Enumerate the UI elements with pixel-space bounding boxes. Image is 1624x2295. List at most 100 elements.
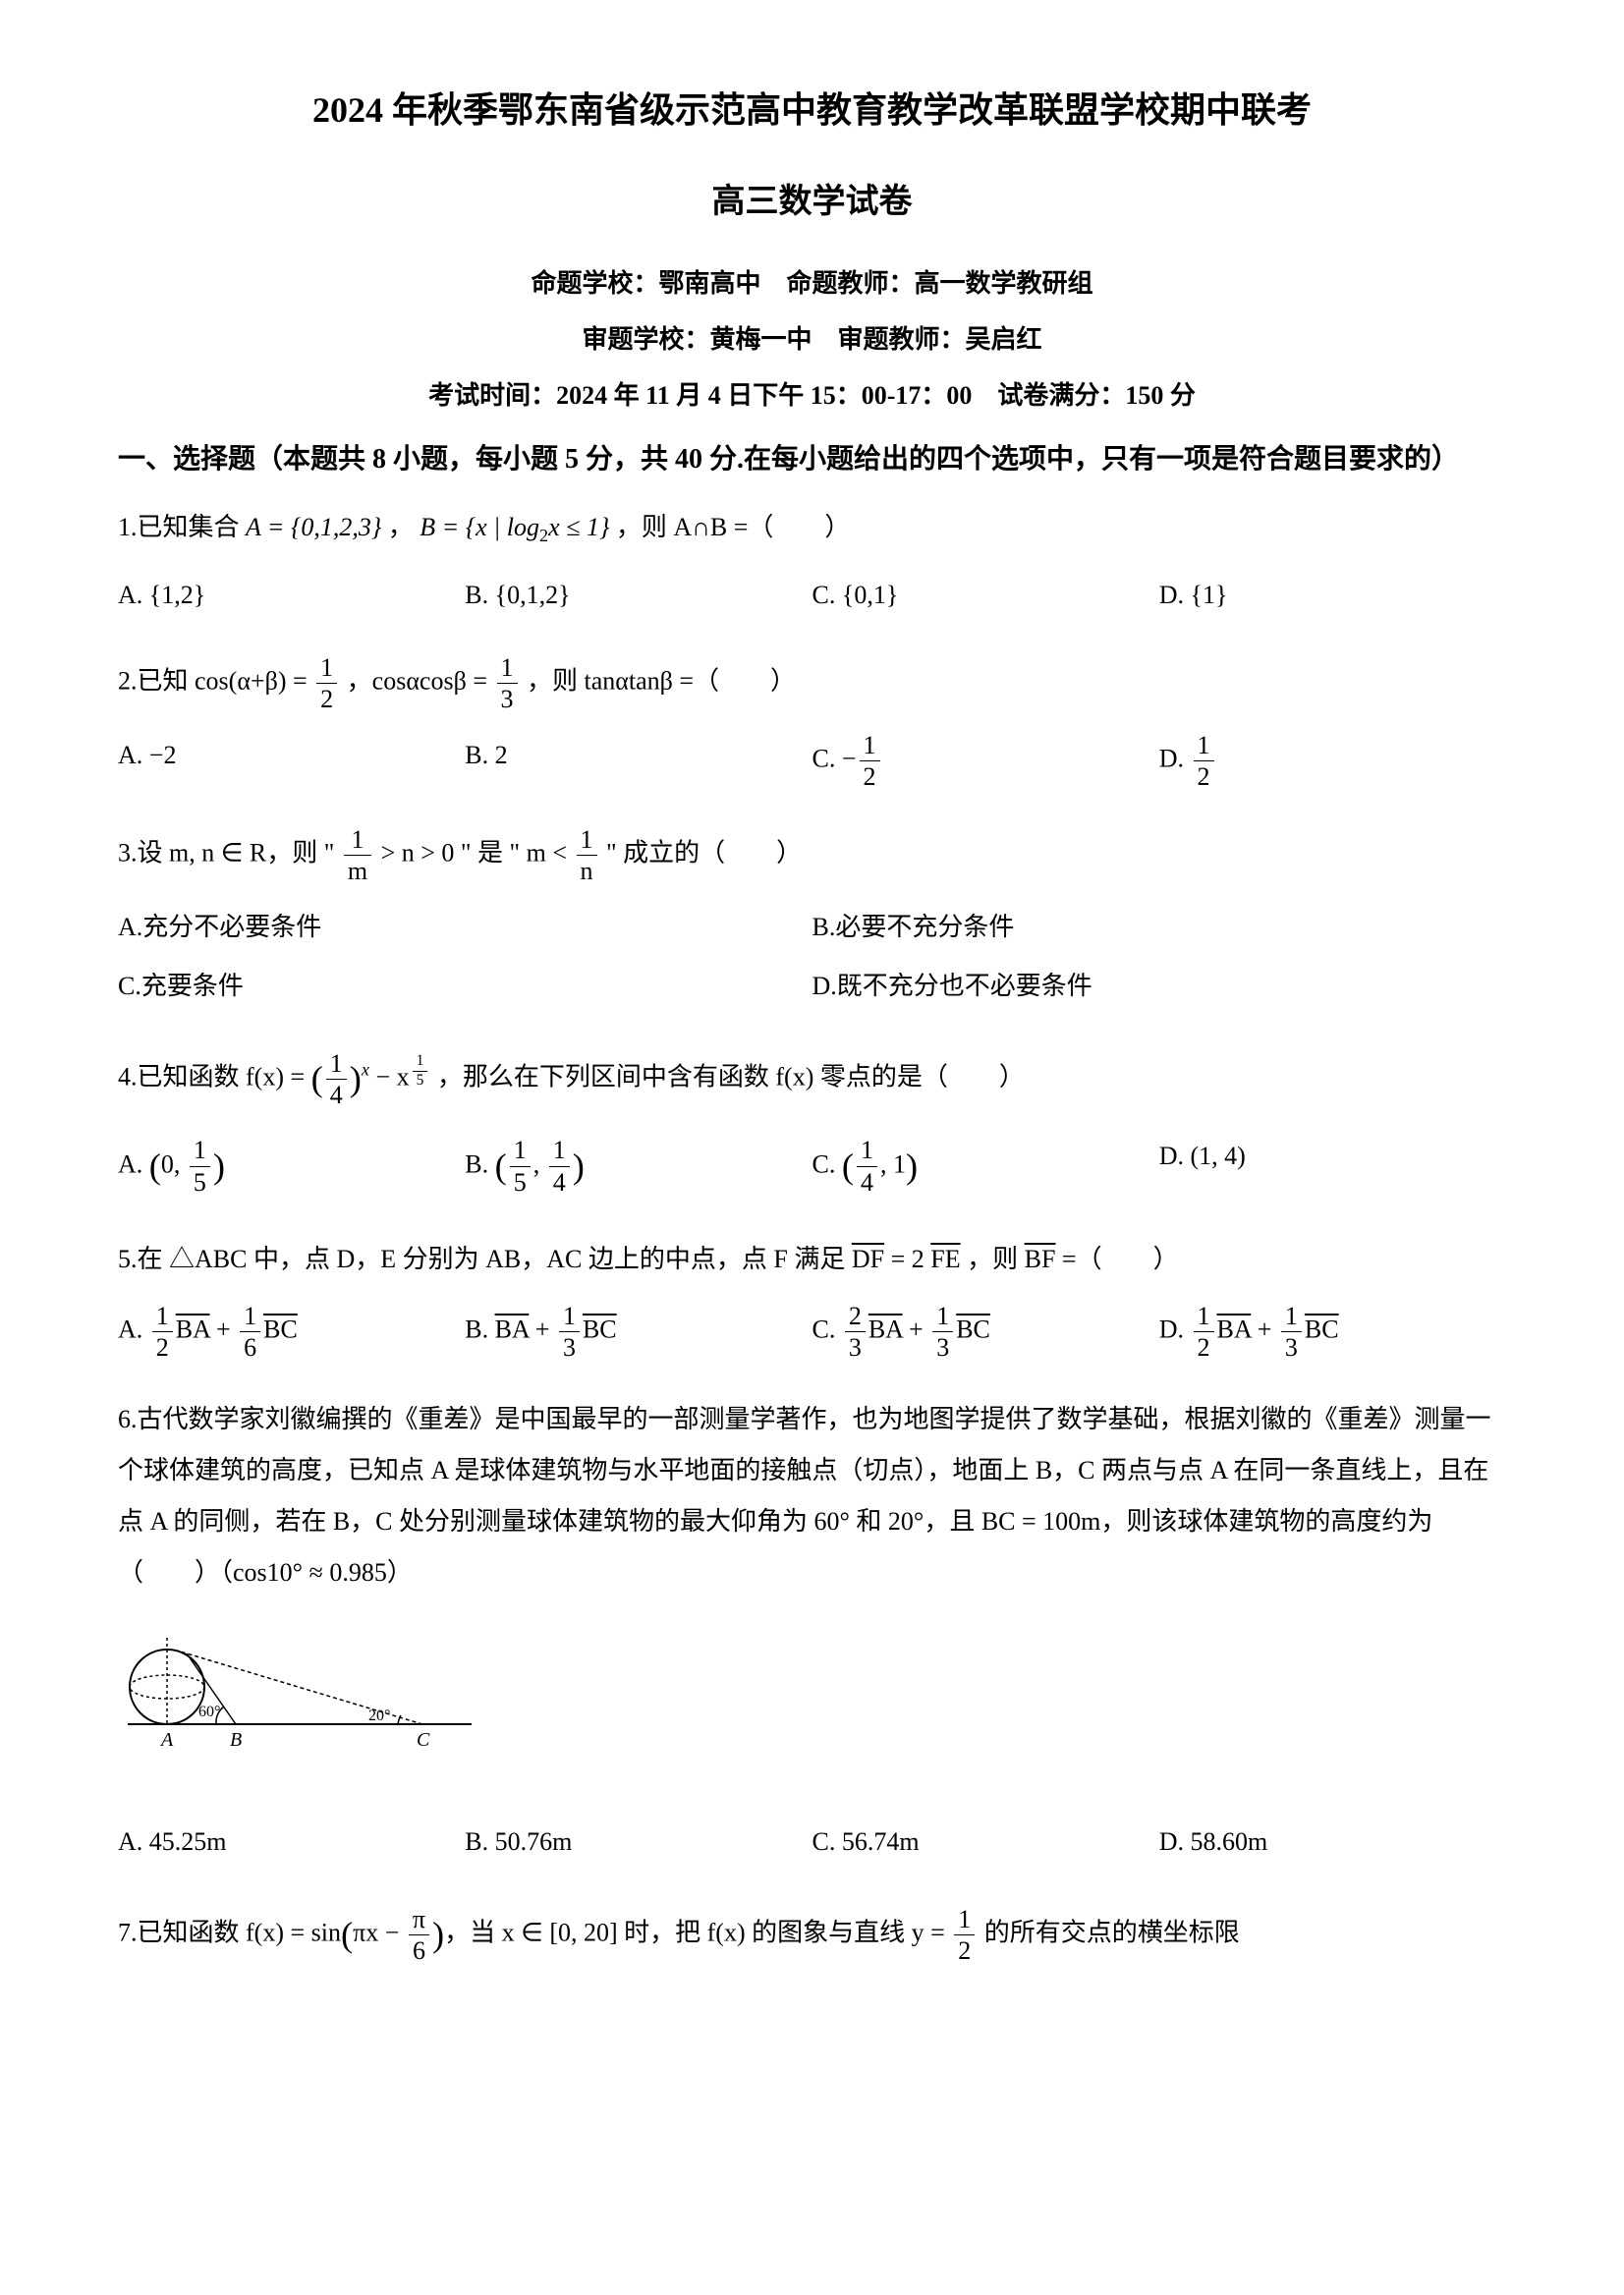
question-2-text: 2.已知 cos(α+β) = 12 ，cosαcosβ = 13 ，则 tan… (118, 652, 1506, 714)
q2-optd-num: 1 (1194, 730, 1214, 761)
q5-bf: BF (1025, 1245, 1056, 1273)
q3-f1-num: 1 (344, 824, 371, 856)
q5c-c1d: 3 (845, 1332, 866, 1363)
q5-tail: ，则 (967, 1245, 1025, 1273)
q5d-c1d: 2 (1194, 1332, 1214, 1363)
q2-tail: ，则 tanαtanβ =（ ） (527, 666, 796, 695)
q5a-v1: BA (176, 1315, 210, 1343)
q2-mid1: ，cosαcosβ = (347, 666, 494, 695)
q3-option-b: B.必要不充分条件 (812, 898, 1507, 957)
q4b-an: 1 (510, 1135, 531, 1166)
q1-option-a: A. {1,2} (118, 566, 465, 625)
q5a-c2n: 1 (240, 1301, 260, 1332)
question-6-text: 6.古代数学家刘徽编撰的《重差》是中国最早的一部测量学著作，也为地图学提供了数学… (118, 1394, 1506, 1598)
q4c-frac: 14 (857, 1135, 877, 1197)
q7-fn: π (409, 1904, 429, 1935)
q4b-open: ( (495, 1147, 507, 1186)
q4b-bn: 1 (549, 1135, 570, 1166)
q4b-pre: B. (465, 1149, 494, 1178)
q3-options: A.充分不必要条件 B.必要不充分条件 C.充要条件 D.既不充分也不必要条件 (118, 898, 1506, 1016)
q5-fe: FE (930, 1245, 960, 1273)
q4-base-den: 4 (326, 1080, 347, 1110)
q3-option-d: D.既不充分也不必要条件 (812, 957, 1507, 1016)
angle-b-label: 60° (198, 1704, 220, 1720)
q7-open: ( (341, 1915, 353, 1954)
q4b-close: ) (573, 1147, 585, 1186)
q5c-c1n: 2 (845, 1301, 866, 1332)
q5c-v2: BC (956, 1315, 990, 1343)
q1-option-d: D. {1} (1159, 566, 1506, 625)
q2-f2-den: 3 (497, 684, 518, 714)
q3-option-c: C.充要条件 (118, 957, 812, 1016)
q4-e2-den: 5 (413, 1072, 428, 1091)
q1-set-a: A = {0,1,2,3} (246, 513, 381, 541)
q5c-pre: C. (812, 1315, 842, 1343)
q5b-v2: BC (583, 1315, 617, 1343)
q4b-frac2: 14 (549, 1135, 570, 1197)
q7-frac1: π6 (409, 1904, 429, 1966)
q5-option-b: B. BA + 13BC (465, 1297, 812, 1367)
q2-f1-den: 2 (316, 684, 337, 714)
q2-optc-num: 1 (860, 730, 880, 761)
q5c-c2n: 1 (932, 1301, 953, 1332)
q2-option-d: D. 12 (1159, 726, 1506, 796)
q7-fd: 6 (409, 1935, 429, 1966)
q1-tail: ，则 A∩B =（ ） (616, 513, 851, 541)
q5d-c2n: 1 (1281, 1301, 1302, 1332)
question-7-text: 7.已知函数 f(x) = sin(πx − π6)，当 x ∈ [0, 20]… (118, 1899, 1506, 1971)
q5-option-a: A. 12BA + 16BC (118, 1297, 465, 1367)
q5d-f1: 12 (1194, 1301, 1214, 1363)
q4-e2-num: 1 (413, 1052, 428, 1072)
q6-options: A. 45.25m B. 50.76m C. 56.74m D. 58.60m (118, 1813, 1506, 1872)
q4-options: A. (0, 15) B. (15, 14) C. (14, 1) D. (1,… (118, 1127, 1506, 1206)
q5a-f1: 12 (152, 1301, 173, 1363)
q6-option-b: B. 50.76m (465, 1813, 812, 1872)
q3-prefix: 3.设 m, n ∈ R，则 " (118, 838, 341, 867)
q5a-c1n: 1 (152, 1301, 173, 1332)
q6-option-c: C. 56.74m (812, 1813, 1159, 1872)
q5d-pre: D. (1159, 1315, 1191, 1343)
q1-set-b-post: x ≤ 1} (548, 513, 609, 541)
q4-exp1: x (362, 1060, 369, 1080)
question-4-text: 4.已知函数 f(x) = (14)x − x15 ，那么在下列区间中含有函数 … (118, 1043, 1506, 1115)
q4-tail: ，那么在下列区间中含有函数 f(x) 零点的是（ ） (437, 1062, 1025, 1091)
q2-option-b: B. 2 (465, 726, 812, 796)
q5c-f1: 23 (845, 1301, 866, 1363)
q4c-ad: 4 (857, 1167, 877, 1198)
q7-close: ) (432, 1915, 444, 1954)
angle-c-arc (398, 1715, 401, 1724)
q5a-f2: 16 (240, 1301, 260, 1363)
q5d-c1n: 1 (1194, 1301, 1214, 1332)
q1-log-base: 2 (539, 526, 548, 545)
question-5: 5.在 △ABC 中，点 D，E 分别为 AB，AC 边上的中点，点 F 满足 … (118, 1234, 1506, 1367)
q4a-open: ( (149, 1147, 161, 1186)
q4a-frac: 15 (190, 1135, 210, 1197)
q4c-open: ( (842, 1147, 854, 1186)
q4b-frac1: 15 (510, 1135, 531, 1197)
angle-c-label: 20° (368, 1707, 390, 1724)
q5a-c1d: 2 (152, 1332, 173, 1363)
q3-option-a: A.充分不必要条件 (118, 898, 812, 957)
q7-frac2: 12 (954, 1904, 975, 1966)
q4-exp1-val: x (362, 1060, 369, 1080)
q5b-plus: + (529, 1315, 556, 1343)
q1-set-b-pre: B = {x | log (420, 513, 539, 541)
q4a-bd: 5 (190, 1167, 210, 1198)
q2-options: A. −2 B. 2 C. −12 D. 12 (118, 726, 1506, 796)
q2-prefix: 2.已知 cos(α+β) = (118, 666, 313, 695)
q4a-close: ) (213, 1147, 225, 1186)
q3-f2-den: n (577, 856, 597, 886)
q5b-c2n: 1 (559, 1301, 580, 1332)
q5-text: 5.在 △ABC 中，点 D，E 分别为 AB，AC 边上的中点，点 F 满足 (118, 1245, 852, 1273)
q4-exp2-frac: 15 (413, 1052, 428, 1090)
question-3: 3.设 m, n ∈ R，则 " 1m > n > 0 " 是 " m < 1n… (118, 824, 1506, 1016)
q5a-c2d: 6 (240, 1332, 260, 1363)
q2-optc-frac: 12 (860, 730, 880, 792)
q5c-f2: 13 (932, 1301, 953, 1363)
q4c-an: 1 (857, 1135, 877, 1166)
q1-option-b: B. {0,1,2} (465, 566, 812, 625)
q4a-a: 0 (161, 1149, 174, 1178)
q5b-c2d: 3 (559, 1332, 580, 1363)
q4-prefix: 4.已知函数 f(x) = (118, 1062, 311, 1091)
q3-frac-2: 1n (577, 824, 597, 886)
